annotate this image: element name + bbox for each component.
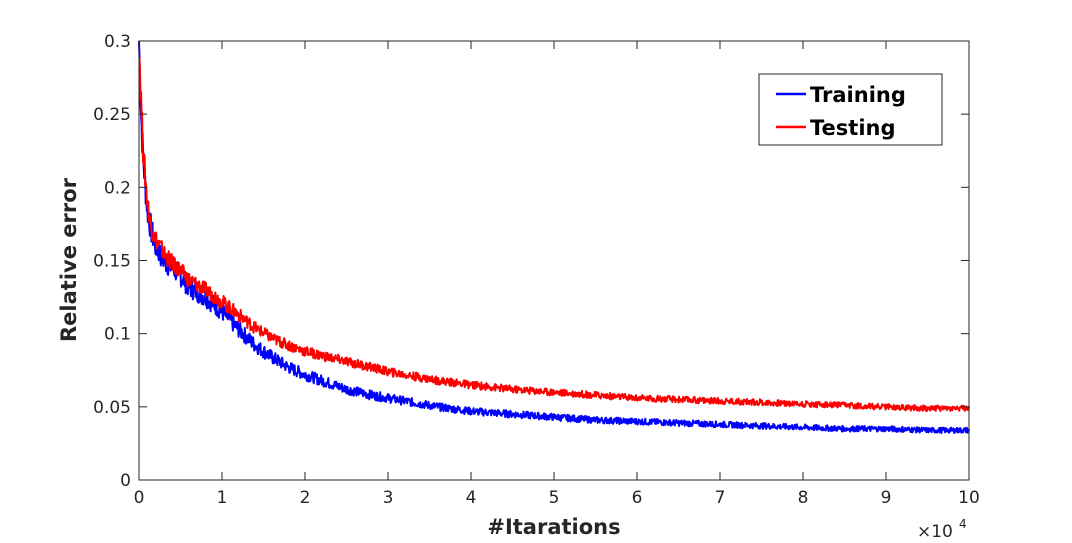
y-tick-label: 0.15 — [93, 252, 131, 272]
legend-label-testing: Testing — [810, 116, 896, 140]
series-line-testing — [138, 57, 970, 413]
legend: Training Testing — [758, 73, 943, 146]
x-tick-label: 2 — [300, 488, 311, 508]
x-tick-label: 9 — [881, 488, 892, 508]
x-tick-label: 10 — [958, 488, 980, 508]
x-tick-label: 5 — [549, 488, 560, 508]
tick-layer: 0 1 2 3 4 5 6 7 8 9 10 0 0.05 0.1 0.15 0.2 0.25 0.3 — [93, 32, 980, 508]
x-exponent-base: ×10 — [917, 522, 953, 542]
y-tick-label: 0 — [120, 471, 131, 491]
x-tick-label: 0 — [134, 488, 145, 508]
legend-label-training: Training — [810, 83, 906, 107]
y-axis-title: Relative error — [57, 177, 81, 342]
y-tick-label: 0.2 — [104, 178, 131, 198]
series-line-training — [138, 41, 970, 434]
y-tick-label: 0.1 — [104, 325, 131, 345]
x-axis-title: #Itarations — [487, 515, 620, 539]
x-exponent-power: 4 — [959, 517, 967, 531]
y-tick-label: 0.3 — [104, 32, 131, 52]
y-tick-label: 0.05 — [93, 398, 131, 418]
x-tick-label: 4 — [466, 488, 477, 508]
series-layer — [138, 41, 970, 434]
x-tick-label: 3 — [383, 488, 394, 508]
x-tick-label: 6 — [632, 488, 643, 508]
x-exponent-label: ×10 4 — [917, 517, 967, 542]
x-tick-label: 1 — [217, 488, 228, 508]
x-tick-label: 8 — [798, 488, 809, 508]
legend-box — [758, 73, 943, 146]
x-tick-label: 7 — [715, 488, 726, 508]
y-tick-label: 0.25 — [93, 105, 131, 125]
